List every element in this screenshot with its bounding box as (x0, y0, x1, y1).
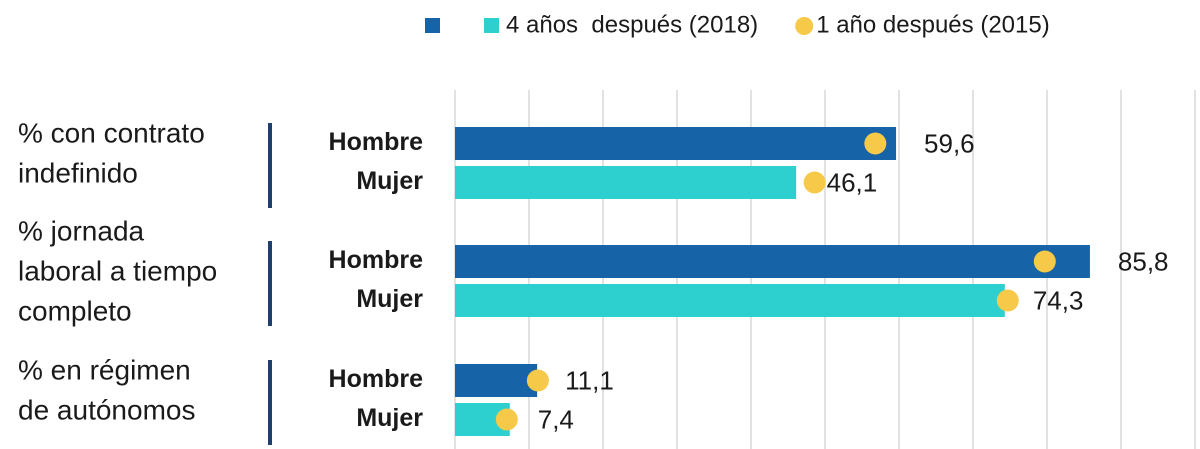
category-label: % en régimen (18, 354, 191, 385)
value-label: 85,8 (1118, 246, 1169, 276)
dot (495, 408, 518, 431)
legend-swatch (795, 17, 814, 35)
bar (455, 127, 897, 160)
dot (864, 132, 887, 155)
bar (455, 166, 797, 199)
value-label: 46,1 (827, 167, 878, 197)
dot (1033, 250, 1056, 273)
category-label: % jornada (18, 215, 145, 246)
subgroup-label: Hombre (329, 365, 424, 393)
value-label: 11,1 (565, 365, 614, 395)
subgroup-label: Hombre (329, 246, 424, 274)
dot (526, 369, 549, 392)
value-label: 59,6 (924, 128, 975, 158)
bar (455, 364, 538, 397)
bar (455, 245, 1090, 278)
dot (996, 289, 1019, 312)
legend-swatch (484, 18, 499, 33)
subgroup-label: Mujer (356, 167, 423, 195)
subgroup-label: Mujer (356, 285, 423, 313)
legend-label: 4 años después (2018) (506, 11, 758, 38)
value-label: 7,4 (538, 404, 574, 434)
value-label: 74,3 (1033, 285, 1084, 315)
dot (803, 171, 826, 194)
category-label: % con contrato (18, 117, 205, 148)
category-label: de autónomos (18, 394, 195, 425)
bar (455, 284, 1005, 317)
category-label: completo (18, 295, 132, 326)
category-label: laboral a tiempo (18, 255, 217, 286)
category-label: indefinido (18, 157, 138, 188)
legend-label: 1 año después (2015) (816, 11, 1050, 38)
legend-swatch (425, 18, 440, 33)
subgroup-label: Hombre (329, 128, 424, 156)
subgroup-label: Mujer (356, 404, 423, 432)
